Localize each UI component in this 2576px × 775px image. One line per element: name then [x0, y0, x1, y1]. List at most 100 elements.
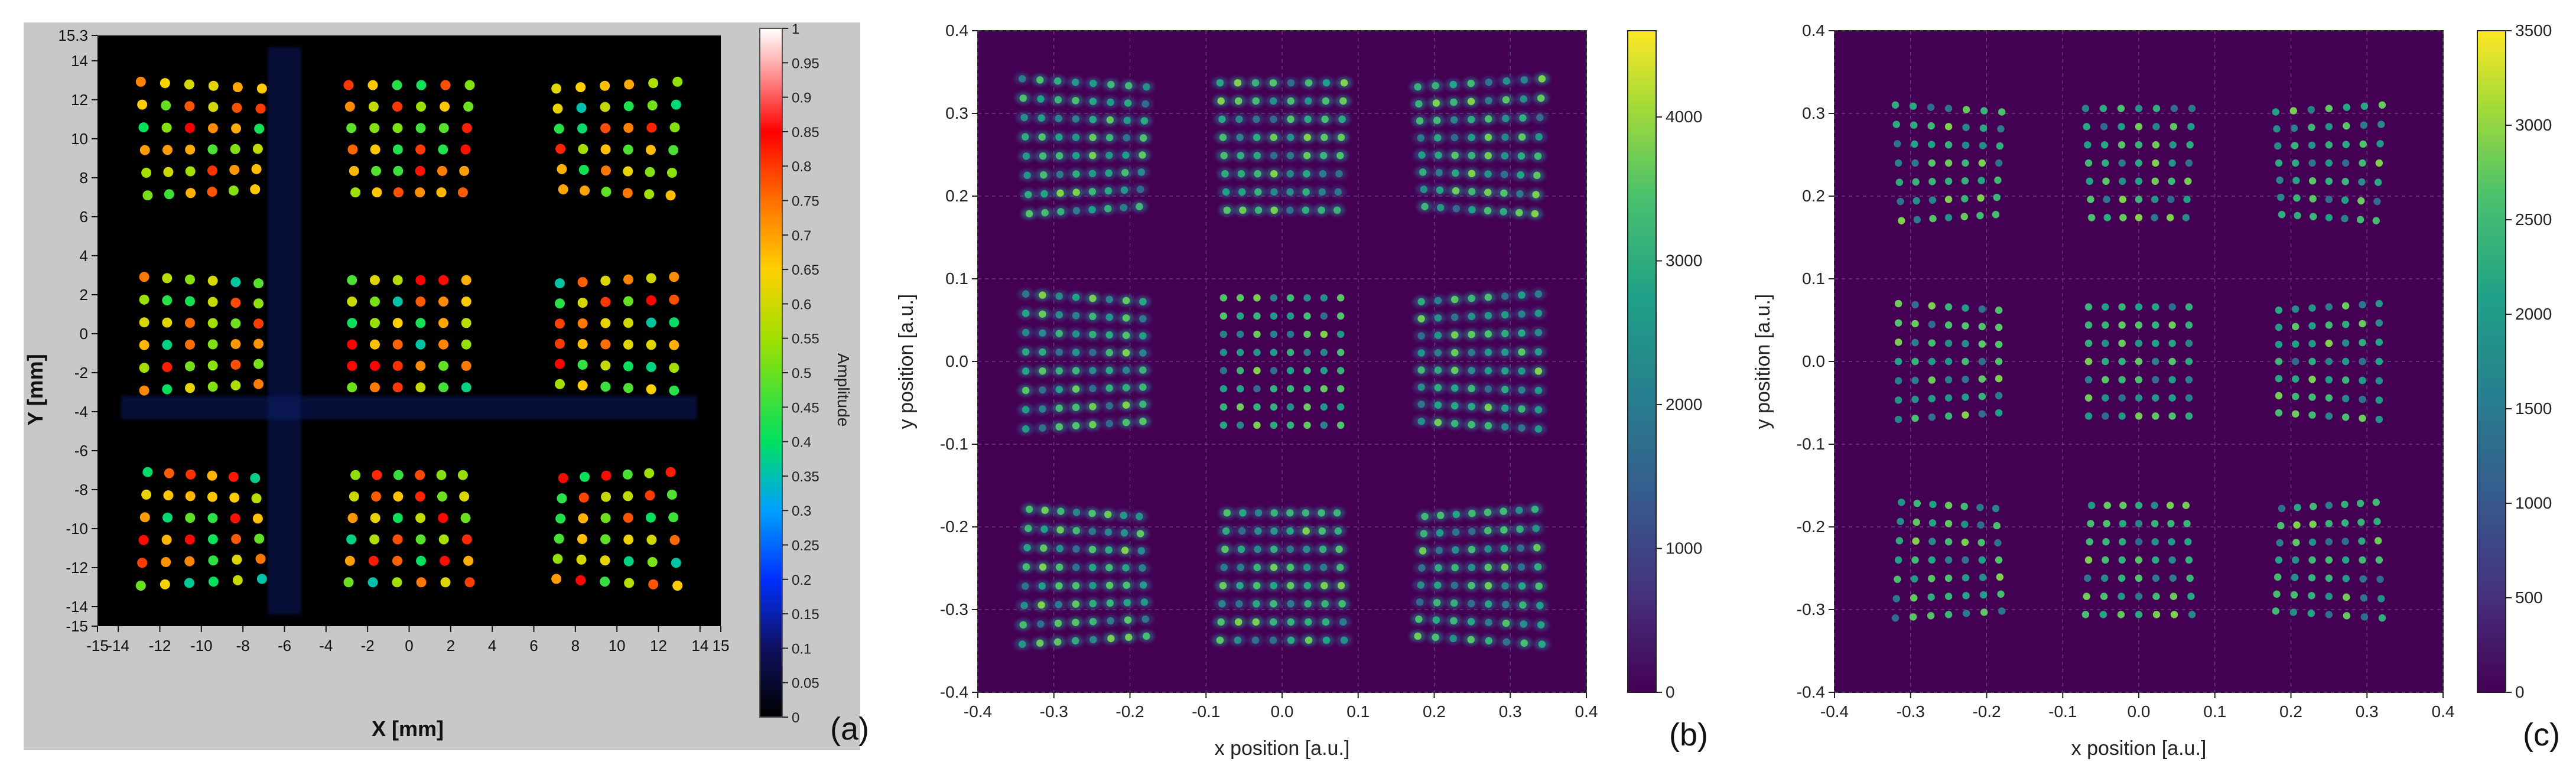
spot [2118, 412, 2126, 420]
spot [1979, 124, 1988, 132]
spot [1270, 115, 1277, 123]
spot [1143, 83, 1150, 91]
spot [1122, 366, 1130, 374]
spot [1928, 575, 1936, 582]
spot [1022, 425, 1030, 433]
spot [1056, 545, 1064, 552]
spot [2119, 177, 2126, 185]
spot [1253, 312, 1261, 320]
spot [253, 318, 264, 329]
spot [1089, 349, 1097, 356]
spot [1039, 424, 1046, 432]
spot [2341, 320, 2350, 328]
spot [1270, 564, 1278, 571]
spot [255, 103, 266, 114]
spot [2308, 592, 2315, 600]
spot [459, 165, 470, 176]
spot [646, 317, 656, 328]
spot [2375, 415, 2383, 424]
spot [463, 555, 474, 566]
spot [1089, 582, 1097, 590]
spot [1538, 640, 1546, 648]
spot [1120, 529, 1128, 537]
spot [2152, 357, 2159, 366]
spot [1072, 188, 1080, 196]
spot [666, 168, 677, 178]
spot [1024, 525, 1032, 532]
spot [2152, 105, 2161, 112]
y-tick-label: -12 [66, 559, 88, 577]
spot [1911, 556, 1919, 564]
spot [1139, 564, 1146, 572]
spot [416, 101, 427, 112]
panel-c-spots [1891, 101, 2386, 622]
spot [1929, 214, 1937, 223]
spot [1270, 421, 1278, 429]
spot [232, 82, 243, 93]
spot [2341, 178, 2349, 185]
spot [1270, 170, 1278, 178]
spot [1286, 527, 1294, 535]
y-tick-label: -0.3 [940, 600, 968, 618]
spot [1516, 525, 1524, 533]
panel-a-label: (a) [830, 711, 869, 747]
spot [646, 362, 656, 372]
spot [2308, 322, 2316, 330]
spot [1121, 546, 1129, 554]
spot [1414, 83, 1422, 91]
spot [2289, 608, 2298, 616]
spot [1088, 188, 1097, 196]
spot [557, 164, 567, 174]
spot [162, 340, 173, 350]
spot [1995, 375, 2003, 383]
spot [2325, 196, 2333, 203]
spot [2275, 306, 2283, 314]
spot [578, 492, 589, 503]
spot [2341, 302, 2350, 310]
panel-a-diffuse-bands [121, 47, 697, 614]
spot [2308, 538, 2317, 546]
y-tick-label: -0.2 [1797, 517, 1825, 536]
spot [1484, 403, 1492, 411]
spot [160, 78, 170, 89]
spot [2167, 520, 2175, 527]
spot [392, 360, 403, 371]
y-tick-label: 10 [71, 130, 88, 148]
spot [1106, 599, 1114, 607]
spot [1054, 96, 1062, 104]
spot [1038, 582, 1046, 590]
spot [2373, 197, 2381, 206]
spot [2103, 502, 2111, 509]
spot [1336, 330, 1345, 338]
y-tick-label: -15 [66, 617, 88, 635]
spot [2084, 394, 2093, 402]
spot [2359, 357, 2366, 366]
spot [1302, 527, 1310, 535]
spot [1451, 151, 1459, 159]
spot [1996, 142, 2004, 150]
spot [1023, 543, 1031, 552]
spot [1120, 186, 1128, 194]
spot [1303, 403, 1311, 411]
spot [1335, 170, 1343, 178]
spot [1500, 507, 1507, 515]
spot [1336, 403, 1345, 411]
spot [1517, 152, 1526, 160]
spot [436, 187, 447, 198]
spot [600, 555, 610, 566]
spot [624, 578, 635, 588]
spot [600, 360, 611, 371]
spot [1911, 301, 1919, 309]
spot [1039, 367, 1046, 375]
x-tick-label: -0.4 [964, 702, 992, 721]
spot [552, 553, 563, 564]
colorbar-tick-label: 0.05 [792, 676, 819, 692]
spot [1286, 349, 1294, 356]
spot [251, 493, 262, 504]
spot [1237, 564, 1245, 571]
spot [2184, 538, 2192, 546]
spot [1484, 349, 1492, 356]
spot [2360, 594, 2368, 602]
spot [1337, 133, 1345, 141]
spot [580, 471, 590, 482]
